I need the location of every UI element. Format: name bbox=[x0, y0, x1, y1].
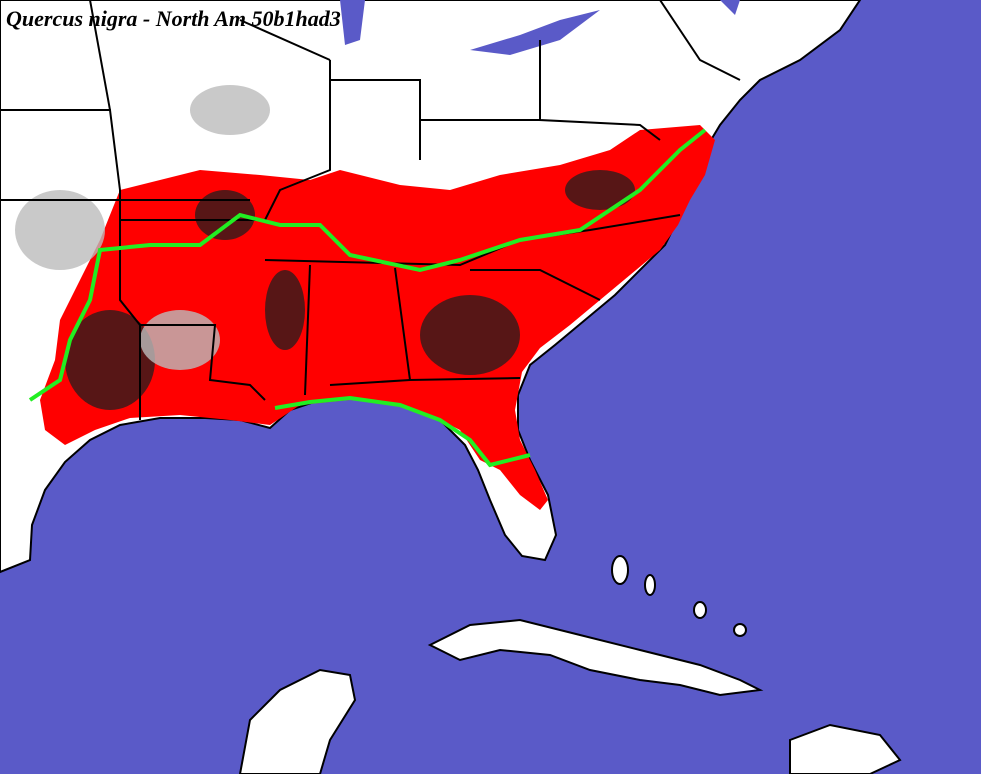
bahamas bbox=[611, 555, 747, 637]
great-lakes bbox=[340, 0, 740, 55]
hispaniola bbox=[789, 723, 902, 774]
cuba bbox=[427, 618, 764, 697]
native-range-line bbox=[28, 128, 707, 468]
yucatan bbox=[238, 668, 357, 774]
map-title: Quercus nigra - North Am 50b1had3 bbox=[6, 6, 341, 31]
dark-patches bbox=[65, 170, 635, 410]
